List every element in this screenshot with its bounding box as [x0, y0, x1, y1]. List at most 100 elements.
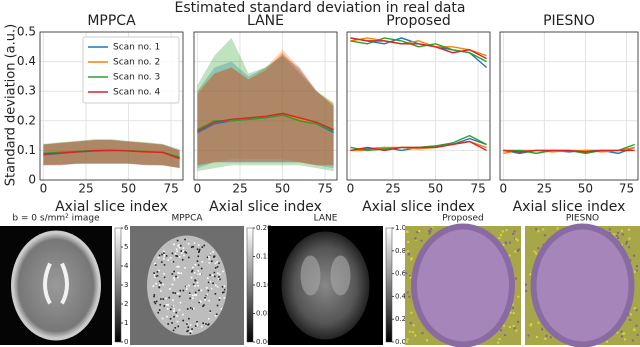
noise: [408, 275, 411, 278]
noise: [179, 289, 182, 292]
x-axis-label: Axial slice index: [513, 199, 626, 215]
noise: [430, 227, 433, 230]
noise: [616, 331, 619, 334]
noise: [513, 327, 516, 330]
noise: [508, 254, 511, 257]
x-tick-label: 75: [163, 182, 178, 196]
noise: [190, 246, 193, 248]
noise: [152, 285, 155, 287]
x-axis-label: Axial slice index: [362, 199, 475, 215]
image-label: PIESNO: [566, 214, 599, 224]
noise: [186, 330, 188, 333]
noise: [208, 258, 211, 260]
noise: [537, 321, 540, 324]
colorbar-tick-label: 6: [124, 224, 129, 232]
series-line: [350, 37, 487, 57]
noise: [214, 267, 217, 269]
noise: [408, 253, 411, 256]
noise: [196, 260, 199, 263]
noise: [625, 242, 628, 245]
noise: [613, 233, 616, 236]
series-line: [43, 149, 180, 160]
image-label: b = 0 s/mm² image: [12, 214, 100, 224]
noise: [426, 339, 429, 342]
noise: [635, 269, 638, 272]
noise: [408, 330, 411, 333]
noise: [153, 272, 155, 274]
noise: [184, 238, 186, 241]
noise: [184, 251, 186, 253]
noise: [176, 265, 178, 268]
noise: [509, 241, 512, 244]
noise: [192, 307, 195, 310]
noise: [627, 314, 630, 317]
noise: [414, 334, 417, 337]
noise: [218, 278, 220, 280]
x-tick-label: 25: [78, 182, 93, 196]
noise: [405, 272, 408, 275]
brain: [147, 235, 227, 336]
noise: [173, 315, 175, 318]
noise: [182, 313, 184, 316]
noise: [153, 295, 155, 298]
noise: [159, 303, 162, 306]
noise: [163, 257, 165, 260]
legend-label: Scan no. 3: [113, 73, 160, 83]
noise: [206, 293, 208, 296]
series-line: [350, 37, 487, 60]
series-line: [503, 146, 635, 155]
x-tick-label: 50: [578, 182, 593, 196]
noise: [200, 267, 203, 270]
noise: [166, 308, 169, 310]
noise: [223, 288, 226, 291]
noise: [172, 305, 175, 307]
noise: [620, 330, 623, 333]
noise: [621, 233, 624, 236]
noise: [183, 254, 185, 257]
image-label: LANE: [314, 214, 338, 224]
noise: [173, 310, 175, 312]
noise: [636, 333, 639, 336]
noise: [213, 256, 215, 258]
noise: [184, 285, 187, 288]
x-axis-label: Axial slice index: [55, 199, 168, 215]
noise: [549, 336, 552, 339]
noise: [187, 242, 190, 245]
noise: [160, 298, 162, 300]
noise: [635, 309, 638, 312]
noise: [203, 304, 205, 306]
noise: [155, 300, 158, 303]
noise: [178, 265, 180, 268]
band: [197, 55, 334, 169]
noise: [529, 273, 532, 276]
noise: [194, 325, 197, 327]
noise: [210, 260, 213, 263]
noise: [192, 297, 194, 299]
noise: [219, 278, 221, 281]
noise: [169, 317, 172, 320]
noise: [198, 250, 201, 252]
x-tick-label: 50: [121, 182, 136, 196]
noise: [407, 240, 410, 243]
band: [197, 49, 334, 166]
noise: [188, 317, 190, 320]
figure-title: Estimated standard deviation in real dat…: [175, 0, 466, 16]
noise: [429, 230, 432, 233]
noise: [194, 285, 196, 287]
x-axis-label: Axial slice index: [209, 199, 322, 215]
noise: [508, 325, 511, 328]
noise: [214, 262, 217, 265]
noise: [174, 252, 177, 255]
noise: [218, 299, 221, 301]
noise: [165, 297, 167, 300]
legend-label: Scan no. 4: [113, 88, 161, 98]
series-line: [197, 112, 334, 132]
noise: [167, 323, 169, 325]
noise: [178, 246, 181, 249]
image: [525, 223, 640, 347]
noise: [178, 272, 181, 275]
noise: [412, 324, 415, 327]
noise: [162, 283, 164, 286]
band: [197, 37, 334, 172]
